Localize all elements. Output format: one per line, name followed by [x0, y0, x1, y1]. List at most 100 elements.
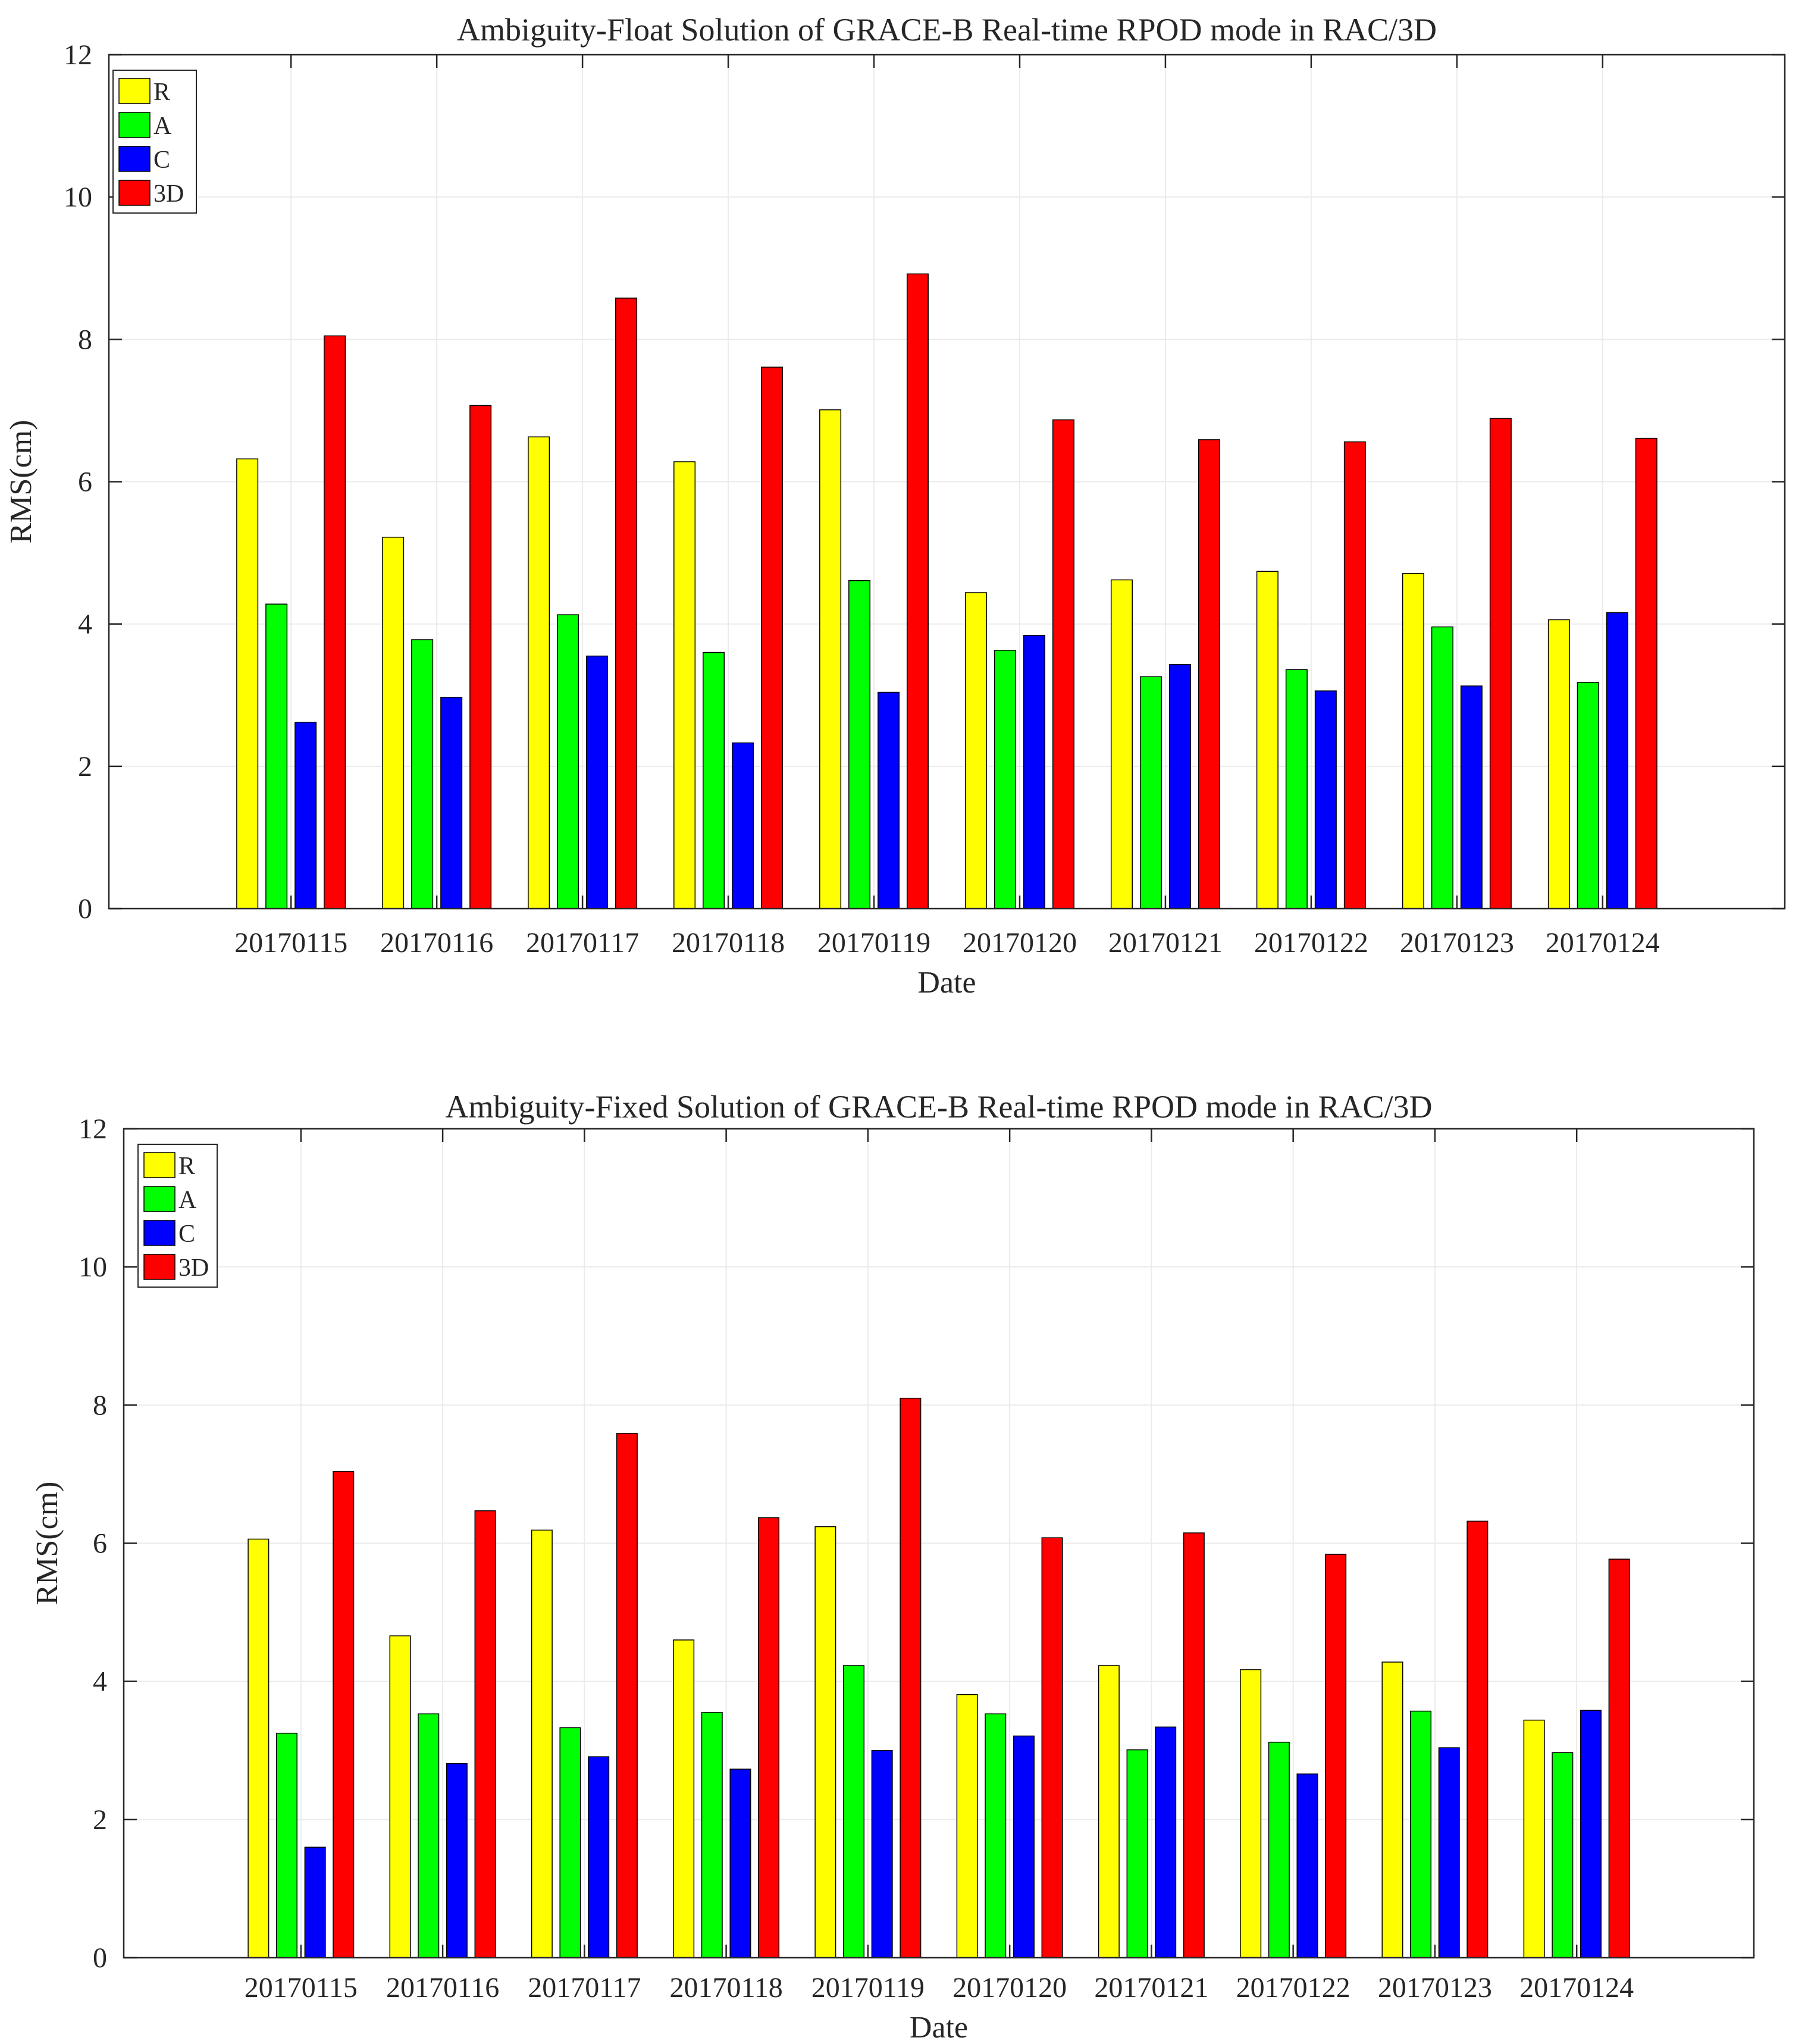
ytick-label: 12 [64, 39, 92, 71]
bar-r-20170122 [1256, 571, 1279, 909]
bar-3d-20170116 [469, 405, 492, 909]
bar-a-20170121 [1126, 1749, 1148, 1958]
legend-swatch-a [118, 112, 151, 138]
bar-a-20170117 [559, 1727, 581, 1958]
legend-label-r: R [153, 79, 170, 106]
bar-3d-20170124 [1608, 1558, 1630, 1958]
bar-3d-20170115 [333, 1471, 355, 1958]
legend-swatch-3d [143, 1254, 176, 1280]
bar-a-20170120 [985, 1713, 1007, 1958]
bar-a-20170123 [1410, 1710, 1432, 1958]
bar-3d-20170117 [616, 1433, 638, 1958]
chart-title: Ambiguity-Float Solution of GRACE-B Real… [457, 12, 1437, 48]
bar-a-20170119 [848, 580, 871, 909]
bar-c-20170118 [729, 1768, 751, 1958]
xtick-label: 20170117 [526, 927, 639, 959]
bar-a-20170116 [418, 1713, 440, 1958]
xtick-label: 20170122 [1236, 1972, 1350, 2004]
bar-r-20170119 [814, 1526, 836, 1958]
legend-label-3d: 3D [178, 1254, 209, 1282]
ytick-label: 0 [78, 893, 92, 925]
bar-a-20170115 [275, 1732, 297, 1958]
xtick-label: 20170120 [963, 927, 1077, 959]
chart-title: Ambiguity-Fixed Solution of GRACE-B Real… [446, 1089, 1433, 1125]
legend-label-3d: 3D [153, 180, 184, 208]
bar-3d-20170121 [1183, 1532, 1205, 1958]
bar-r-20170121 [1098, 1665, 1120, 1958]
bar-c-20170116 [440, 697, 463, 909]
legend: RAC 3D [137, 1144, 218, 1288]
bar-a-20170118 [703, 652, 725, 909]
legend-label-c: C [178, 1220, 195, 1248]
chart-fixed: 0 2 4 6 8 10 12 20170115 20170116 20170117 2017011… [30, 1089, 1755, 2044]
ytick-label: 10 [79, 1251, 107, 1283]
legend-swatch-r [118, 78, 151, 104]
xtick-label: 20170119 [817, 927, 930, 959]
bar-c-20170123 [1438, 1747, 1460, 1958]
bar-r-20170115 [236, 458, 259, 909]
bar-r-20170122 [1240, 1669, 1262, 1958]
bar-r-20170116 [389, 1635, 411, 1958]
legend-label-a: A [153, 112, 172, 140]
bar-3d-20170115 [324, 335, 346, 909]
legend-swatch-a [143, 1186, 176, 1212]
bar-c-20170124 [1606, 612, 1628, 909]
bar-3d-20170117 [615, 298, 638, 909]
bar-a-20170120 [994, 650, 1016, 909]
xtick-label: 20170123 [1378, 1972, 1492, 2004]
bar-a-20170124 [1552, 1752, 1574, 1958]
bar-r-20170123 [1402, 573, 1424, 909]
bar-a-20170122 [1285, 669, 1308, 909]
bar-c-20170123 [1460, 685, 1483, 909]
bar-3d-20170120 [1041, 1537, 1063, 1958]
y-axis-label: RMS(cm) [30, 1482, 64, 1605]
xtick-label: 20170117 [528, 1972, 641, 2004]
bar-r-20170118 [673, 461, 696, 909]
legend-label-c: C [153, 146, 170, 174]
bar-a-20170124 [1577, 681, 1599, 909]
bar-3d-20170120 [1052, 419, 1074, 909]
bar-r-20170117 [528, 436, 550, 909]
xtick-label: 20170120 [952, 1972, 1067, 2004]
xtick-label: 20170115 [234, 927, 347, 959]
legend: RAC 3D [112, 70, 197, 214]
bar-c-20170119 [878, 691, 900, 909]
bar-a-20170117 [557, 614, 579, 909]
bar-r-20170118 [673, 1639, 695, 1958]
bar-r-20170115 [247, 1538, 270, 1958]
ytick-label: 8 [93, 1389, 107, 1421]
bar-c-20170115 [304, 1846, 326, 1958]
bar-3d-20170124 [1635, 437, 1657, 909]
legend-label-r: R [178, 1153, 195, 1180]
y-axis-label: RMS(cm) [4, 420, 38, 544]
xtick-label: 20170124 [1546, 927, 1660, 959]
bar-r-20170116 [382, 537, 405, 909]
xtick-label: 20170116 [380, 927, 493, 959]
bar-c-20170122 [1314, 690, 1337, 909]
bar-3d-20170118 [758, 1517, 780, 1958]
bar-r-20170120 [956, 1694, 978, 1958]
legend-label-a: A [178, 1187, 197, 1214]
ytick-label: 6 [78, 467, 92, 498]
xtick-label: 20170122 [1254, 927, 1368, 959]
x-axis-label: Date [917, 966, 976, 1000]
ytick-label: 0 [93, 1942, 107, 1974]
xtick-label: 20170121 [1108, 927, 1223, 959]
bar-3d-20170121 [1198, 439, 1220, 909]
ytick-label: 4 [78, 609, 92, 640]
bar-c-20170121 [1155, 1726, 1177, 1958]
bar-r-20170124 [1523, 1719, 1545, 1958]
bar-c-20170116 [446, 1763, 468, 1958]
bar-a-20170119 [843, 1665, 865, 1958]
bar-r-20170120 [964, 592, 987, 909]
bar-3d-20170123 [1489, 418, 1512, 909]
bar-a-20170123 [1431, 626, 1453, 909]
xtick-label: 20170123 [1400, 927, 1514, 959]
bar-r-20170124 [1547, 619, 1570, 909]
bar-a-20170116 [411, 639, 434, 909]
bar-3d-20170118 [761, 367, 784, 909]
bar-c-20170117 [586, 655, 609, 909]
xtick-label: 20170124 [1519, 1972, 1634, 2004]
legend-swatch-c [143, 1220, 176, 1246]
legend-swatch-r [143, 1152, 176, 1178]
